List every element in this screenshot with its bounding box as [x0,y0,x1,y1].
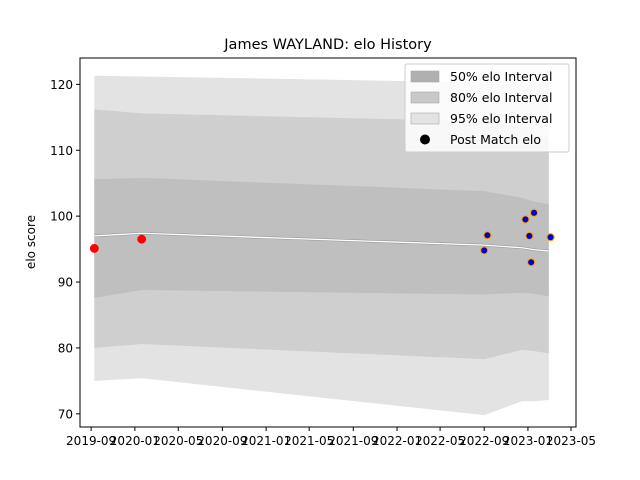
post-match-point [89,243,99,253]
x-tick-label: 2021-01 [241,434,291,448]
mean-line [94,232,549,252]
x-tick-label: 2021-05 [284,434,334,448]
x-tick-label: 2021-09 [328,434,378,448]
legend-label: 80% elo Interval [450,90,552,105]
mean-line-group [94,232,549,253]
band-50-interval [94,177,549,298]
y-tick-label: 80 [58,341,73,355]
legend-label: 50% elo Interval [450,69,552,84]
x-tick-label: 2023-05 [546,434,596,448]
post-match-point [137,234,147,244]
legend-swatch [410,91,440,104]
x-tick-label: 2022-09 [459,434,509,448]
plot-area [79,57,577,428]
plot-frame [79,57,577,428]
post-match-point [483,231,492,240]
legend-box [404,63,570,153]
interval-bands [94,75,549,416]
x-tick-label: 2020-09 [197,434,247,448]
y-tick-label: 110 [50,144,73,158]
chart-title: James WAYLAND: elo History [223,37,432,53]
legend-label: Post Match elo [450,132,541,147]
y-tick-label: 70 [58,407,73,421]
y-tick-label: 100 [50,210,73,224]
y-tick-label: 120 [50,78,73,92]
legend-swatch [410,112,440,125]
x-axis: 2019-092020-012020-052020-092021-012021-… [66,427,596,448]
legend-label: 95% elo Interval [450,111,552,126]
y-tick-label: 90 [58,276,73,290]
post-match-point [521,215,530,224]
x-tick-label: 2020-01 [110,434,160,448]
x-tick-label: 2020-05 [153,434,203,448]
x-tick-label: 2022-05 [415,434,465,448]
x-tick-label: 2022-01 [372,434,422,448]
post-match-point [480,246,489,255]
y-axis: 70 80 90 100 110 120 [50,78,80,421]
post-match-point [529,208,539,217]
post-match-point [546,233,555,242]
x-tick-label: 2023-01 [503,434,553,448]
legend: 50% elo Interval 80% elo Interval 95% elo … [404,63,570,153]
post-match-points [89,208,555,267]
y-axis-label: elo score [24,215,38,269]
x-tick-label: 2019-09 [66,434,116,448]
legend-marker [420,134,430,145]
post-match-point [527,258,536,267]
post-match-point [525,231,534,241]
legend-swatch [410,70,440,83]
